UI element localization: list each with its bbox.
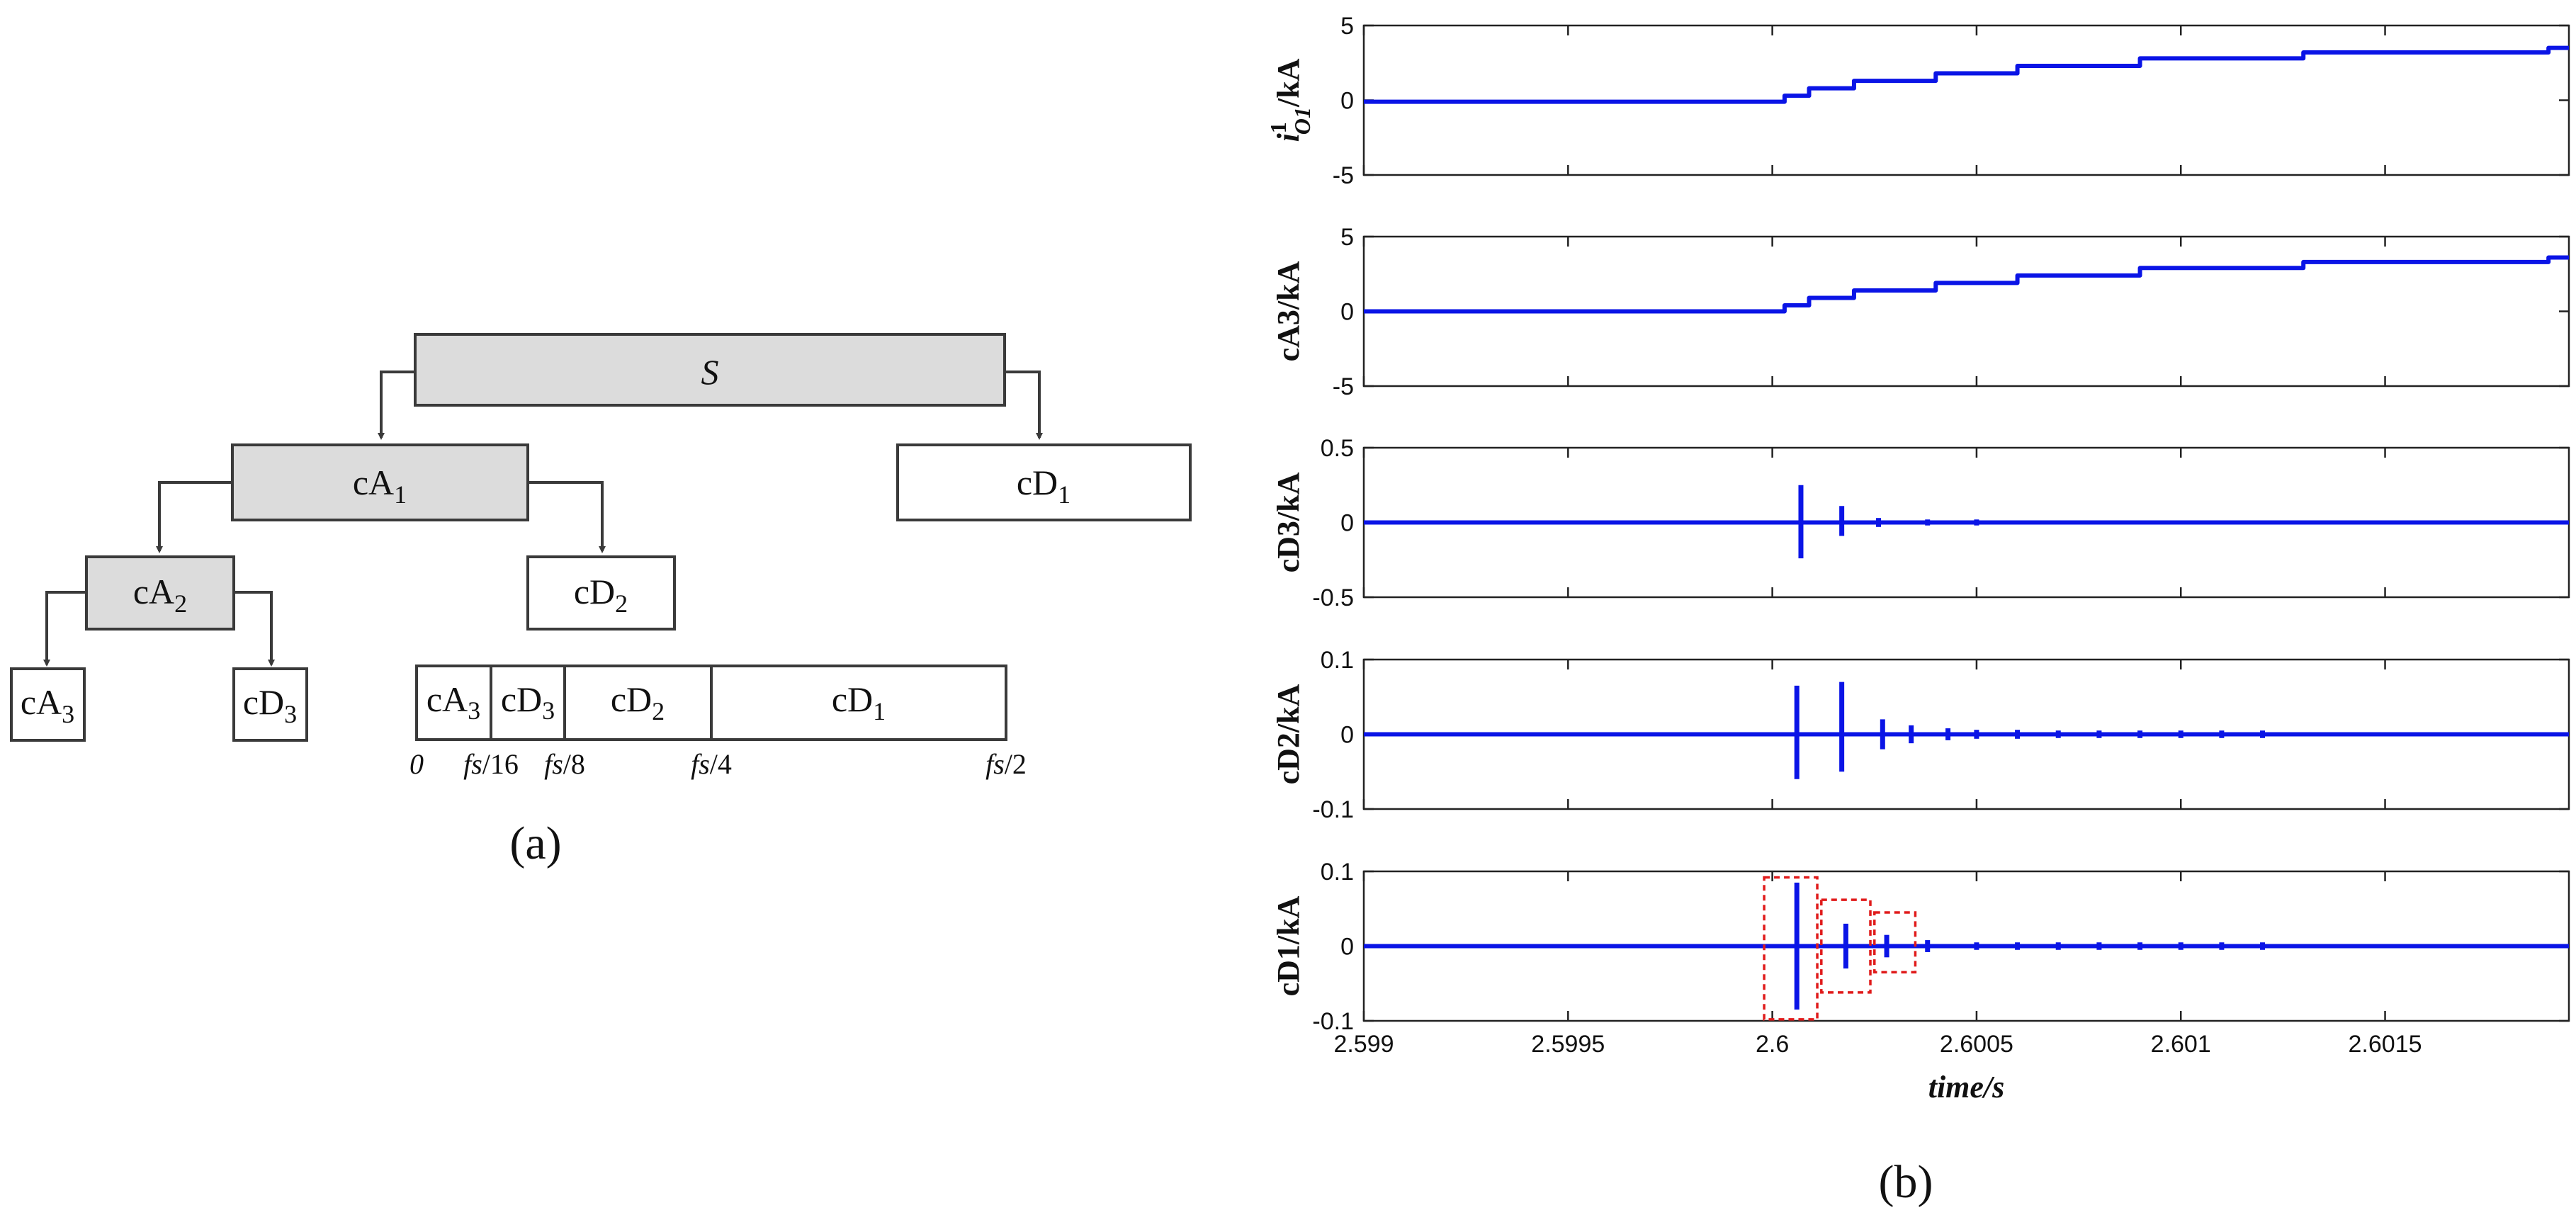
x-tick-label: 2.601 [2151, 1031, 2211, 1058]
series-line [1364, 45, 2569, 104]
arrow-s-to-ca1 [378, 371, 415, 440]
wavelet-tree-diagram: S cA1 cD1 cA2 cD2 cA3 cD3 [10, 333, 1192, 869]
series-line [1364, 255, 2569, 314]
node-ca3: cA3 [10, 667, 86, 742]
band-cell-cd1: cD1 [832, 679, 886, 725]
y-tick-label: -5 [1333, 373, 1354, 400]
caption-b: (b) [1879, 1156, 1933, 1208]
node-ca2: cA2 [85, 555, 235, 631]
y-axis-label: cD1/kA [1271, 895, 1306, 996]
arrow-ca1-to-ca2 [156, 481, 232, 553]
band-tick-fs2: fs/2 [985, 748, 1027, 780]
x-tick-label: 2.5995 [1531, 1031, 1605, 1058]
node-cd2: cD2 [526, 555, 676, 631]
y-tick-label: 0 [1340, 299, 1354, 326]
y-tick-label: 0 [1340, 510, 1354, 537]
y-tick-label: 0 [1340, 722, 1354, 749]
node-cd1: cD1 [896, 443, 1192, 521]
y-axis-label: cD3/kA [1271, 472, 1306, 572]
y-tick-label: 0.5 [1321, 435, 1354, 462]
frequency-band-bar: cA3 cD3 cD2 cD1 0 fs/16 fs/8 fs/4 fs/2 [409, 665, 1027, 780]
x-tick-label: 2.6 [1756, 1031, 1789, 1058]
y-tick-label: -0.1 [1312, 796, 1354, 823]
band-tick-fs4: fs/4 [691, 748, 732, 780]
node-cd3: cD3 [232, 667, 308, 742]
highlight-box [1873, 911, 1917, 974]
node-cd1-label: cD1 [1017, 463, 1070, 509]
node-cd2-label: cD2 [574, 572, 628, 618]
plot-panel: 5 0 -5 i1O1/kA [1265, 13, 2570, 189]
node-ca2-label: cA2 [133, 572, 187, 618]
node-ca1: cA1 [231, 443, 529, 521]
node-ca1-label: cA1 [353, 463, 407, 509]
plot-panel: 5 0 -5 cA3/kA [1271, 224, 2570, 400]
y-tick-label: 0.1 [1321, 859, 1354, 886]
arrow-s-to-cd1 [1005, 371, 1043, 440]
band-tick-fs8: fs/8 [544, 748, 585, 780]
band-tick-0: 0 [409, 748, 424, 780]
y-tick-label: 5 [1340, 13, 1354, 40]
x-tick-label: 2.599 [1333, 1031, 1394, 1058]
x-tick-label: 2.6015 [2349, 1031, 2422, 1058]
band-cell-cd2: cD2 [611, 679, 665, 725]
arrow-ca1-to-cd2 [528, 481, 606, 553]
band-cell-cd3: cD3 [501, 679, 555, 725]
band-cell-ca3: cA3 [426, 679, 480, 725]
caption-a: (a) [509, 818, 561, 869]
x-axis-label: time/s [1928, 1070, 2005, 1104]
band-tick-fs16: fs/16 [463, 748, 519, 780]
y-tick-label: -5 [1333, 162, 1354, 189]
y-axis-label: cD2/kA [1271, 684, 1306, 784]
y-tick-label: -0.1 [1312, 1008, 1354, 1035]
arrow-ca2-to-ca3 [43, 591, 86, 667]
arrow-ca2-to-cd3 [234, 591, 275, 667]
y-tick-label: 0.1 [1321, 647, 1354, 674]
highlight-box [1820, 898, 1872, 994]
y-axis-label: i1O1/kA [1265, 58, 1315, 142]
y-tick-label: 5 [1340, 224, 1354, 251]
node-cd3-label: cD3 [243, 682, 297, 728]
highlight-box [1763, 876, 1819, 1021]
y-axis-label: cA3/kA [1271, 261, 1306, 361]
x-tick-label: 2.6005 [1940, 1031, 2013, 1058]
y-tick-label: -0.5 [1312, 584, 1354, 611]
node-s-label: S [701, 352, 719, 392]
node-s: S [414, 333, 1006, 407]
node-ca3-label: cA3 [21, 682, 74, 728]
y-tick-label: 0 [1340, 88, 1354, 115]
y-tick-label: 0 [1340, 934, 1354, 961]
